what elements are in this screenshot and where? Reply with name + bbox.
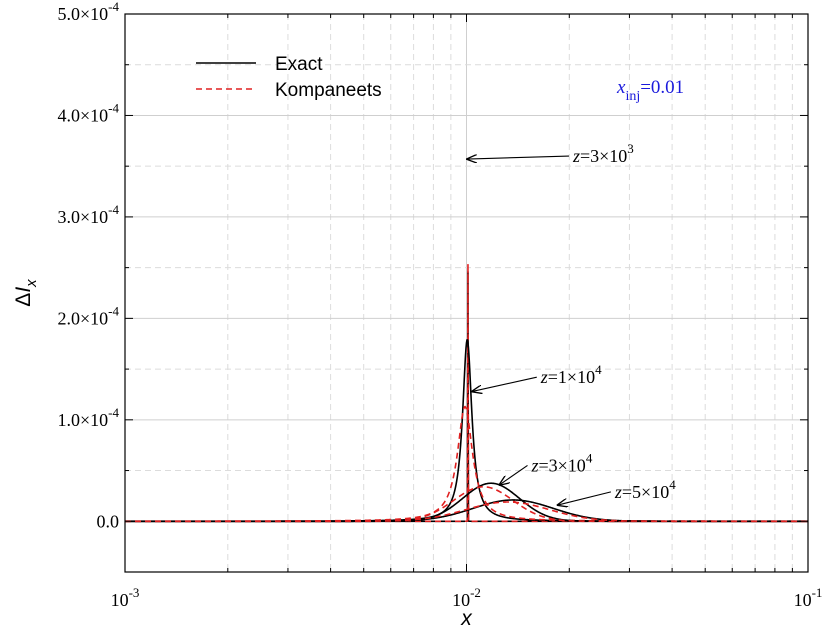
legend-label-exact: Exact [275,54,323,75]
x-tick-base: 10 [111,590,129,610]
annotation-z: z [540,367,548,387]
y-tick-mantissa: 3.0×10 [58,207,109,227]
x-tick-label: 10-1 [794,585,823,610]
y-tick-label: 0.0 [97,511,120,531]
y-label-sub: x [23,279,40,288]
y-tick-exp: -4 [108,202,119,217]
annotation-arrow-0 [467,156,569,159]
y-tick-exp: -4 [108,100,119,115]
annotation-arrow-1 [472,376,537,391]
annotation-exp: 4 [669,477,676,492]
annotation-mantissa: =3×10 [580,146,627,166]
y-tick-label: 4.0×10-4 [58,100,120,125]
x-tick-label: 10-2 [452,585,481,610]
series-line-kompaneets-7 [125,501,808,523]
y-tick-label: 1.0×10-4 [58,405,120,430]
annotation-label-2: z=3×104 [530,450,592,475]
annotation-label-0: z=3×103 [572,141,634,166]
legend-label-kompaneets: Kompaneets [275,80,382,101]
x-tick-label: 10-3 [111,585,140,610]
y-tick-label: 2.0×10-4 [58,303,120,328]
xinj-sub: inj [625,89,640,104]
grid [124,13,808,573]
x-tick-base: 10 [794,590,812,610]
annotation-exp: 4 [586,450,593,465]
annotation-mantissa: =5×10 [622,482,669,502]
x-tick-exp: -2 [470,585,481,600]
xinj-var: x [616,77,626,98]
y-tick-mantissa: 4.0×10 [58,105,109,125]
y-label-var: I [12,287,35,293]
y-axis-label: ΔIx [12,279,40,307]
x-axis-label: x [460,607,473,627]
annotation-exp: 3 [627,141,634,156]
y-tick-mantissa: 1.0×10 [58,410,109,430]
annotation-z: z [614,482,622,502]
y-tick-exp: -4 [108,303,119,318]
x-tick-exp: -1 [812,585,823,600]
y-tick-label: 5.0×10-4 [58,0,120,24]
y-tick-exp: -4 [108,405,119,420]
xinj-rest: =0.01 [640,77,684,98]
x-tick-exp: -3 [129,585,140,600]
tick-labels: 10-3 10-2 10-10.01.0×10-42.0×10-43.0×10-44… [58,0,823,610]
series-group [125,263,808,523]
annotation-arrow-2 [500,465,528,484]
legend: Exact Kompaneets [196,54,382,101]
x-tick-base: 10 [452,590,470,610]
y-tick-mantissa: 2.0×10 [58,308,109,328]
ticks [124,13,809,573]
annotation-label-1: z=1×104 [540,362,602,387]
annotation-exp: 4 [595,362,602,377]
annotation-label-3: z=5×104 [614,477,676,502]
y-tick-mantissa: 5.0×10 [58,4,109,24]
annotation-arrow-3 [558,491,612,505]
annotation-z: z [530,455,538,475]
x-injection-label: xinj=0.01 [616,77,684,104]
y-tick-label: 3.0×10-4 [58,202,120,227]
y-tick-exp: -4 [108,0,119,14]
annotation-z: z [572,146,580,166]
y-tick-mantissa: 0.0 [97,511,120,531]
y-label-delta: Δ [12,293,35,307]
annotation-mantissa: =3×10 [539,455,586,475]
annotation-mantissa: =1×10 [548,367,595,387]
